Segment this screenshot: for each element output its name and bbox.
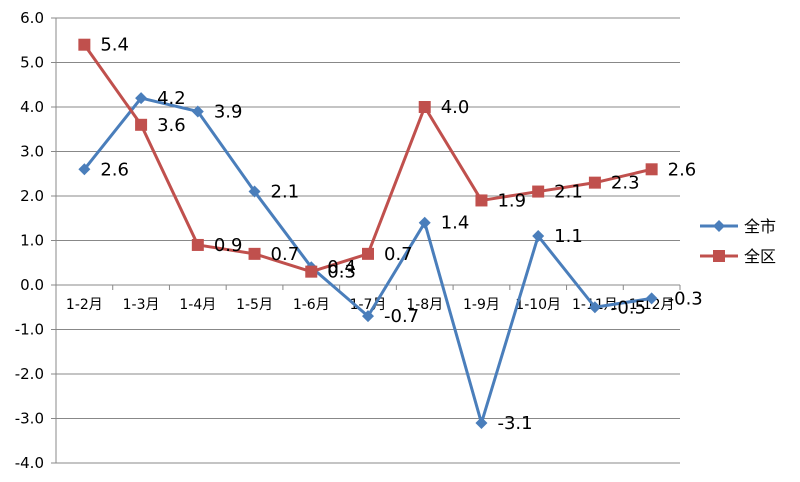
y-tick-label: -1.0: [15, 321, 44, 339]
x-tick-label: 1-6月: [293, 297, 330, 313]
y-tick-label: -4.0: [15, 454, 44, 472]
data-label: 0.9: [214, 235, 243, 256]
x-tick-label: 1-5月: [236, 297, 273, 313]
data-label: 2.6: [668, 159, 697, 180]
y-tick-label: -2.0: [15, 365, 44, 383]
x-tick-label: 1-4月: [179, 297, 216, 313]
x-tick-label: 1-3月: [123, 297, 160, 313]
series-point: [532, 185, 545, 198]
data-label: -3.1: [497, 413, 532, 434]
x-tick-label: 1-10月: [515, 297, 561, 313]
data-label: 2.1: [554, 182, 583, 203]
data-label: 1.1: [554, 226, 583, 247]
data-label: 1.4: [441, 213, 470, 234]
legend-marker: [713, 220, 725, 232]
data-label: 2.1: [271, 182, 300, 203]
series-point: [418, 101, 431, 113]
legend-label: 全市: [744, 217, 776, 236]
series-point: [135, 92, 148, 105]
data-label: 1.9: [497, 190, 526, 211]
series-point: [475, 416, 488, 429]
y-axis: 6.0 5.0 4.0 3.0 2.0 1.0 0.0 -1.0 -2.0 -3.0 -4.0: [15, 9, 57, 472]
data-label: 5.4: [100, 35, 129, 56]
series-point: [362, 310, 374, 323]
x-tick-label: 1-8月: [406, 297, 443, 313]
data-label: 0.3: [327, 262, 356, 283]
data-label: -0.5: [611, 297, 646, 318]
series-point: [191, 238, 204, 251]
series-point: [305, 265, 318, 278]
series-point: [645, 163, 658, 176]
series-point: [248, 185, 261, 198]
data-label: 3.6: [157, 115, 186, 136]
grid-lines: [56, 17, 680, 464]
series-point: [191, 105, 204, 118]
data-label: 0.7: [271, 244, 300, 265]
data-label: 4.2: [157, 88, 186, 109]
data-label: 0.4: [327, 257, 356, 278]
y-tick-label: 3.0: [20, 143, 44, 161]
series-point: [418, 216, 431, 229]
data-label: 0.7: [384, 244, 413, 265]
y-tick-label: 5.0: [20, 54, 44, 72]
legend-marker: [713, 250, 725, 262]
data-label: 2.6: [100, 159, 129, 180]
data-labels: 2.6 4.2 3.9 2.1 0.4 -0.7 1.4 -3.1 1.1 -0.5 -0.3 5.4…: [100, 35, 702, 434]
legend-label: 全区: [744, 247, 776, 266]
y-tick-label: 2.0: [20, 187, 44, 205]
y-tick-label: -3.0: [15, 410, 44, 428]
x-axis: 1-2月 1-3月 1-4月 1-5月 1-6月 1-7月 1-8月 1-9月 1-10月 1-1…: [55, 284, 681, 313]
y-tick-label: 4.0: [20, 98, 44, 116]
data-label: -0.7: [384, 306, 419, 327]
series-point: [362, 247, 374, 260]
series-point: [645, 292, 658, 305]
series-point: [588, 176, 601, 189]
data-label: 4.0: [441, 97, 470, 118]
series-point: [135, 118, 148, 131]
y-tick-label: 6.0: [20, 9, 44, 27]
x-tick-label: 1-2月: [66, 297, 103, 313]
series-point: [78, 38, 91, 51]
x-tick-label: 1-9月: [463, 297, 500, 313]
y-tick-label: 1.0: [20, 232, 44, 250]
data-label: 2.3: [611, 173, 640, 194]
series-point: [588, 301, 601, 314]
series-point: [248, 247, 261, 260]
series-point: [532, 230, 545, 243]
data-label: -0.3: [668, 288, 703, 309]
series-point: [78, 163, 91, 176]
series-lines: [78, 38, 658, 429]
data-label: 3.9: [214, 101, 243, 122]
y-tick-label: 0.0: [20, 276, 44, 294]
series-point: [475, 194, 488, 207]
